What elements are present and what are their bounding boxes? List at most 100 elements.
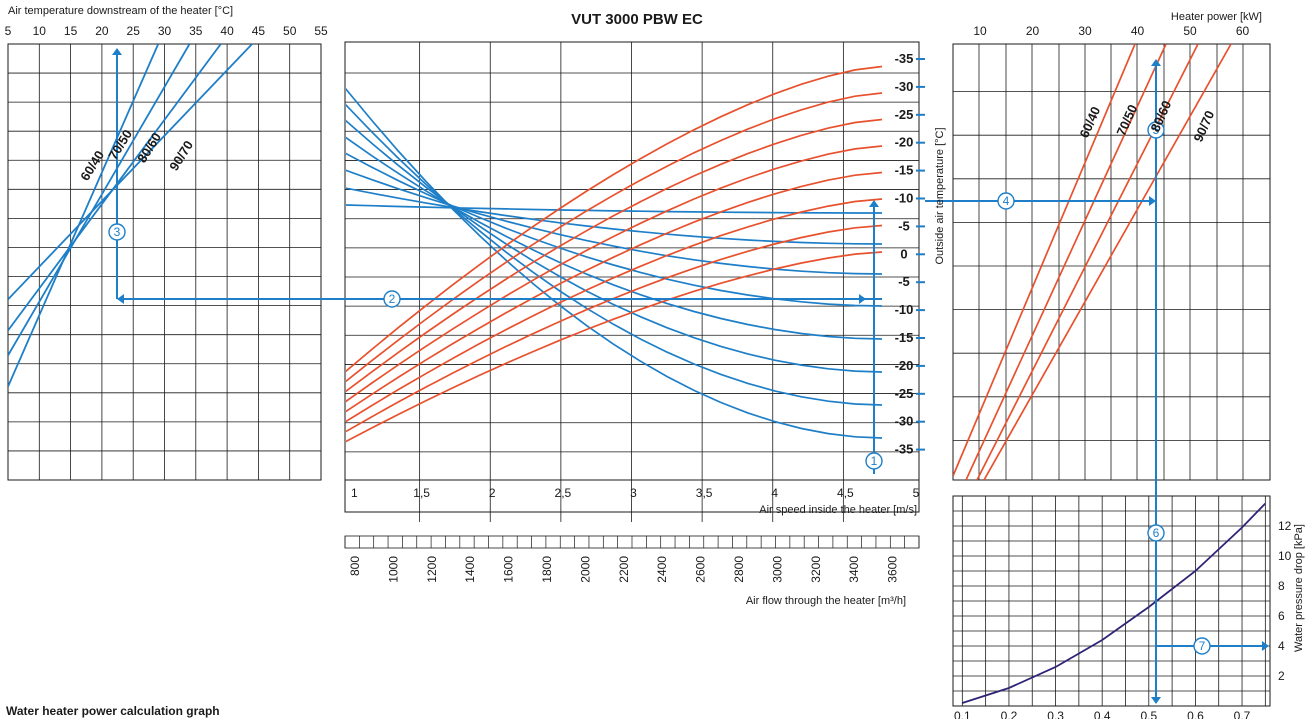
downstream-x-tick: 5 (5, 24, 12, 38)
chart-title: VUT 3000 PBW EC (571, 11, 703, 28)
air-speed-curves (346, 65, 883, 443)
outside-temp-tick: -25 (895, 386, 914, 401)
air-speed-x-tick: 3,5 (696, 486, 713, 500)
step-label: 7 (1199, 639, 1206, 653)
air-speed-x-label: Air speed inside the heater [m/s] (759, 504, 917, 516)
heater-power-curve-label: 90/70 (1190, 108, 1217, 144)
downstream-x-tick: 50 (283, 24, 297, 38)
pressure-drop-y-tick: 10 (1278, 549, 1292, 563)
step-5-arrow (1151, 59, 1161, 66)
outside-temp-tick: -5 (898, 274, 910, 289)
step-circle (865, 452, 883, 470)
step-1-arrow (869, 200, 879, 207)
air-speed-x-tick: 1,5 (413, 486, 430, 500)
heater-power-curve-80-60 (976, 44, 1199, 480)
air-speed-red-curve (346, 171, 883, 413)
heater-power-x-tick: 30 (1078, 24, 1092, 38)
downstream-x-tick: 25 (127, 24, 141, 38)
pressure-drop-y-tick: 6 (1278, 609, 1285, 623)
outside-temp-tick: -25 (895, 107, 914, 122)
outside-temp-label: Outside air temperature [°C] (934, 127, 946, 264)
step-circle (1193, 637, 1211, 655)
air-flow-tick: 2800 (732, 556, 746, 583)
chart-caption: Water heater power calculation graph (6, 704, 220, 718)
outside-temp-tick: -20 (895, 358, 914, 373)
heater-power-x-tick: 40 (1131, 24, 1145, 38)
step-label: 6 (1153, 526, 1160, 540)
pressure-drop-x-tick: 0,2 (1001, 709, 1018, 719)
step-label: 5 (1153, 123, 1160, 137)
pressure-drop-x-tick: 0,5 (1140, 709, 1157, 719)
air-speed-red-curve (346, 145, 883, 403)
step-marker-5: 5 (1147, 121, 1165, 139)
air-speed-x-tick: 1 (351, 486, 358, 500)
air-speed-x-tick: 4,5 (837, 486, 854, 500)
downstream-curve-label: 60/40 (77, 148, 107, 184)
outside-temp-tick: -10 (895, 191, 914, 206)
step-label: 1 (871, 454, 878, 468)
air-flow-tick: 3200 (809, 556, 823, 583)
heater-power-curve-label: 60/40 (1076, 104, 1103, 140)
downstream-x-tick: 15 (64, 24, 78, 38)
pressure-drop-y-tick: 4 (1278, 639, 1285, 653)
outside-temp-tick: -5 (898, 218, 910, 233)
air-speed-x-tick: 4 (771, 486, 778, 500)
air-speed-x-tick: 2,5 (555, 486, 572, 500)
pressure-drop-x-tick: 0,3 (1047, 709, 1064, 719)
outside-temp-tick: -20 (895, 135, 914, 150)
air-flow-tick: 1000 (386, 556, 400, 583)
air-flow-tick: 1200 (425, 556, 439, 583)
step-marker-6: 6 (1147, 524, 1165, 542)
step-marker-7: 7 (1193, 637, 1211, 655)
heater-power-x-tick: 60 (1236, 24, 1250, 38)
pressure-drop-x-tick: 0,1 (954, 709, 971, 719)
heater-power-x-tick: 10 (973, 24, 987, 38)
air-flow-tick: 2000 (578, 556, 592, 583)
outside-temp-tick: 0 (900, 246, 907, 261)
air-speed-red-curve (346, 65, 883, 373)
downstream-x-tick: 40 (220, 24, 234, 38)
downstream-curves (8, 44, 253, 387)
step-marker-2: 2 (383, 290, 401, 308)
pressure-drop-curve (962, 502, 1266, 704)
pressure-drop-x-tick: 0,4 (1094, 709, 1111, 719)
heater-power-curve-label: 70/50 (1113, 102, 1140, 138)
air-flow-tick: 3400 (847, 556, 861, 583)
step-circle (108, 223, 126, 241)
downstream-curve-60-40 (8, 44, 160, 387)
heater-power-curve-90-70 (983, 44, 1232, 480)
air-flow-tick: 3600 (886, 556, 900, 583)
air-speed-red-curve (346, 118, 883, 393)
air-speed-blue-curve (346, 169, 883, 275)
outside-temp-tick: -35 (895, 442, 914, 457)
air-speed-x-tick: 5 (913, 486, 920, 500)
heater-power-panel-frame (952, 43, 1271, 481)
pressure-drop-y-label: Water pressure drop [kPa] (1293, 524, 1305, 652)
step-marker-4: 4 (997, 192, 1015, 210)
step-circle (997, 192, 1015, 210)
air-speed-red-curve (346, 251, 883, 443)
step-circle (1147, 121, 1165, 139)
air-flow-tick: 2400 (655, 556, 669, 583)
step-label: 2 (389, 292, 396, 306)
pressure-drop-x-tick: 0,6 (1187, 709, 1204, 719)
pressure-drop-y-tick: 12 (1278, 519, 1292, 533)
downstream-x-tick: 10 (33, 24, 47, 38)
step-label: 3 (114, 225, 121, 239)
heater-power-curve-60-40 (953, 44, 1136, 477)
downstream-x-tick: 30 (158, 24, 172, 38)
step-label: 4 (1003, 194, 1010, 208)
air-speed-red-curve (346, 198, 883, 423)
downstream-curve-70-50 (8, 44, 191, 356)
pressure-drop-x-tick: 0,7 (1234, 709, 1251, 719)
air-speed-blue-curve (346, 87, 883, 439)
air-flow-tick: 1600 (502, 556, 516, 583)
heater-power-curve-label: 80/60 (1147, 98, 1174, 134)
air-flow-tick: 2600 (694, 556, 708, 583)
air-speed-blue-curve (346, 119, 883, 373)
step-2-arrow (117, 294, 124, 304)
air-flow-tick: 2200 (617, 556, 631, 583)
outside-temp-tick: -35 (895, 51, 914, 66)
heater-power-curves (953, 44, 1232, 480)
